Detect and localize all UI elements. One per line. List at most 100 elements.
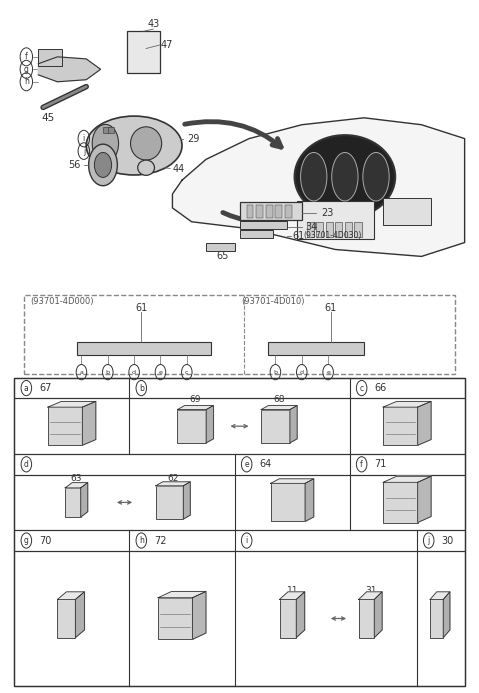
Polygon shape xyxy=(430,592,450,599)
Bar xyxy=(65,488,81,517)
Text: b: b xyxy=(106,369,110,375)
Bar xyxy=(345,222,352,237)
Ellipse shape xyxy=(92,125,119,163)
Text: j: j xyxy=(428,536,430,545)
Text: 69: 69 xyxy=(190,396,201,404)
Polygon shape xyxy=(48,401,96,407)
Polygon shape xyxy=(193,591,206,639)
Ellipse shape xyxy=(331,152,358,201)
Polygon shape xyxy=(76,592,84,638)
Ellipse shape xyxy=(86,116,182,175)
Text: d: d xyxy=(24,460,29,468)
Text: a: a xyxy=(24,384,29,392)
Text: i: i xyxy=(246,536,248,545)
Bar xyxy=(316,222,323,237)
Bar xyxy=(14,454,465,475)
Bar xyxy=(240,230,273,238)
Bar xyxy=(14,551,465,686)
Text: a: a xyxy=(80,369,83,375)
Bar xyxy=(383,198,431,225)
Text: h: h xyxy=(139,536,144,545)
Text: 64: 64 xyxy=(260,459,272,469)
Text: 72: 72 xyxy=(154,536,167,545)
Polygon shape xyxy=(81,482,88,517)
Bar xyxy=(430,599,443,638)
Text: (93701-4D010): (93701-4D010) xyxy=(241,297,305,306)
Bar xyxy=(158,597,193,639)
Bar xyxy=(326,222,333,237)
Bar xyxy=(77,342,211,355)
Text: 70: 70 xyxy=(39,536,52,545)
Text: b: b xyxy=(139,384,144,392)
Bar xyxy=(247,205,253,218)
Polygon shape xyxy=(418,401,431,446)
Polygon shape xyxy=(38,57,101,82)
Text: 62: 62 xyxy=(167,474,179,482)
Polygon shape xyxy=(261,405,297,410)
Polygon shape xyxy=(172,118,465,256)
Bar xyxy=(268,342,364,355)
Text: i: i xyxy=(83,134,85,143)
Bar xyxy=(256,205,263,218)
Text: 71: 71 xyxy=(375,459,387,469)
Bar xyxy=(266,205,273,218)
Text: d: d xyxy=(132,369,136,375)
Polygon shape xyxy=(418,476,431,523)
Bar xyxy=(383,407,418,446)
Bar xyxy=(127,31,160,73)
Text: f: f xyxy=(25,53,28,61)
Bar xyxy=(383,482,418,523)
Text: 63: 63 xyxy=(70,474,82,482)
Bar xyxy=(38,49,62,66)
Text: (93701-4D030): (93701-4D030) xyxy=(304,231,362,240)
Bar xyxy=(48,407,82,446)
Text: b: b xyxy=(274,369,277,375)
Text: j: j xyxy=(83,147,85,155)
Ellipse shape xyxy=(301,152,327,201)
Polygon shape xyxy=(280,592,305,599)
Bar xyxy=(14,475,465,530)
Bar xyxy=(156,486,183,519)
Text: 23: 23 xyxy=(321,209,333,218)
Text: 31: 31 xyxy=(365,586,377,595)
Text: 61: 61 xyxy=(135,304,148,313)
Bar xyxy=(177,410,206,443)
Bar xyxy=(14,378,465,398)
Text: 30: 30 xyxy=(442,536,454,545)
Bar xyxy=(307,222,314,237)
Text: (93701-4D000): (93701-4D000) xyxy=(31,297,94,306)
Bar xyxy=(335,222,342,237)
Text: f: f xyxy=(360,460,363,468)
Polygon shape xyxy=(57,592,84,599)
Polygon shape xyxy=(375,592,382,638)
Polygon shape xyxy=(297,592,305,638)
Text: h: h xyxy=(24,78,29,86)
Bar xyxy=(24,295,455,374)
Circle shape xyxy=(94,152,112,177)
Text: 29: 29 xyxy=(187,134,199,143)
Polygon shape xyxy=(65,482,88,488)
Bar xyxy=(240,202,302,220)
Bar xyxy=(57,599,76,638)
Text: 61: 61 xyxy=(292,231,305,240)
Text: 43: 43 xyxy=(147,19,160,29)
Bar xyxy=(261,410,290,443)
Polygon shape xyxy=(158,591,206,597)
Text: 56: 56 xyxy=(68,160,80,170)
Polygon shape xyxy=(383,401,431,407)
Bar xyxy=(14,530,465,551)
Text: 61: 61 xyxy=(324,304,337,313)
Text: 45: 45 xyxy=(41,113,55,123)
Bar xyxy=(271,484,305,521)
Polygon shape xyxy=(305,479,314,521)
Polygon shape xyxy=(156,482,190,486)
Text: g: g xyxy=(24,65,29,73)
Polygon shape xyxy=(206,405,214,443)
Text: 44: 44 xyxy=(172,164,185,174)
Polygon shape xyxy=(177,405,214,410)
Ellipse shape xyxy=(363,152,389,201)
Ellipse shape xyxy=(130,127,161,160)
Text: 65: 65 xyxy=(217,252,229,261)
Bar xyxy=(359,599,375,638)
Bar xyxy=(285,205,292,218)
